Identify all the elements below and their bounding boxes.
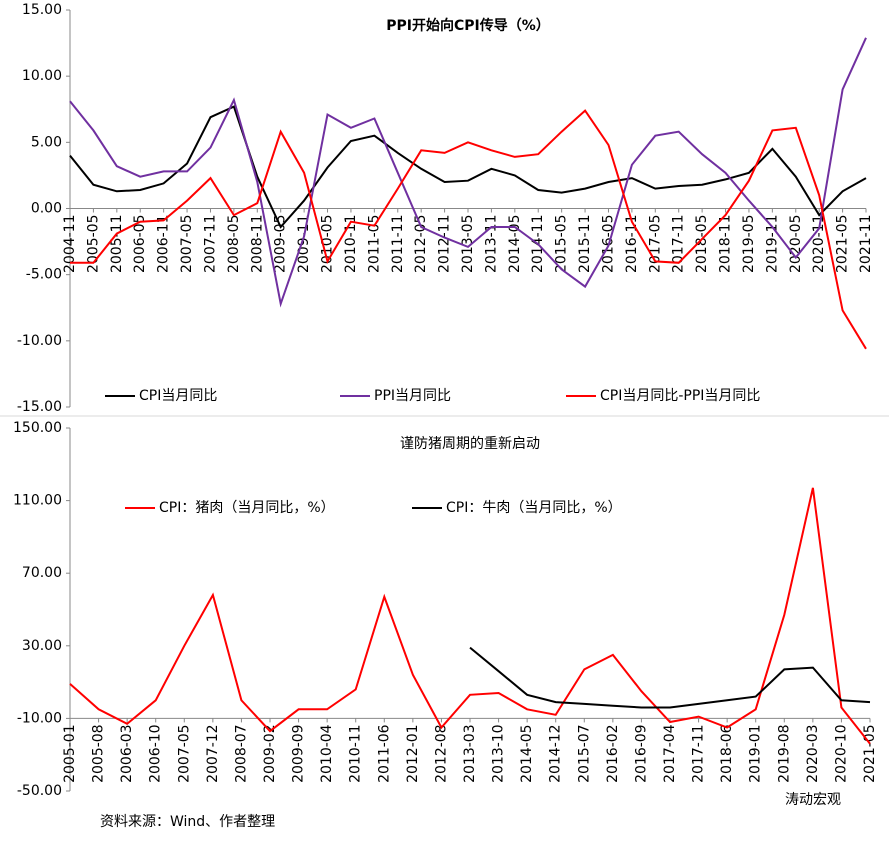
x-tick-label: 2007-11 bbox=[202, 215, 218, 274]
x-tick-label: 2010-05 bbox=[320, 215, 336, 274]
x-tick-label: 2006-05 bbox=[132, 215, 148, 274]
x-tick-label: 2010-11 bbox=[348, 724, 364, 783]
legend-label: CPI：猪肉（当月同比，%） bbox=[159, 500, 335, 516]
x-tick-label: 2009-05 bbox=[273, 215, 289, 274]
series-line bbox=[69, 37, 867, 308]
x-tick-label: 2021-05 bbox=[862, 724, 878, 783]
x-tick-label: 2013-10 bbox=[491, 724, 507, 783]
y-tick-label: -15.00 bbox=[17, 399, 62, 415]
x-tick-label: 2011-05 bbox=[366, 215, 382, 274]
x-tick-label: 2018-06 bbox=[719, 724, 735, 783]
x-tick-label: 2020-03 bbox=[805, 724, 821, 783]
x-tick-label: 2012-08 bbox=[433, 724, 449, 783]
x-tick-label: 2011-11 bbox=[390, 215, 406, 274]
chart-title: PPI开始向CPI传导（%） bbox=[386, 17, 550, 34]
series-line bbox=[69, 487, 871, 745]
x-tick-label: 2007-12 bbox=[205, 724, 221, 783]
y-tick-label: 30.00 bbox=[22, 638, 62, 654]
x-tick-label: 2016-02 bbox=[605, 724, 621, 783]
legend-label: PPI当月同比 bbox=[374, 388, 451, 404]
x-tick-label: 2009-02 bbox=[262, 724, 278, 783]
x-tick-label: 2015-11 bbox=[577, 215, 593, 274]
y-tick-label: 0.00 bbox=[31, 201, 62, 217]
x-tick-label: 2017-04 bbox=[662, 724, 678, 783]
x-tick-label: 2020-10 bbox=[833, 724, 849, 783]
x-tick-label: 2019-11 bbox=[764, 215, 780, 274]
x-tick-label: 2005-05 bbox=[85, 215, 101, 274]
x-tick-label: 2017-11 bbox=[671, 215, 687, 274]
x-tick-label: 2017-11 bbox=[691, 724, 707, 783]
x-tick-label: 2014-12 bbox=[548, 724, 564, 783]
legend-label: CPI当月同比 bbox=[139, 388, 217, 404]
x-tick-label: 2005-08 bbox=[91, 724, 107, 783]
x-tick-label: 2012-01 bbox=[405, 724, 421, 783]
x-tick-label: 2008-11 bbox=[249, 215, 265, 274]
x-tick-label: 2015-05 bbox=[554, 215, 570, 274]
x-tick-label: 2004-11 bbox=[62, 215, 78, 274]
y-tick-label: 150.00 bbox=[13, 420, 62, 436]
x-tick-label: 2013-11 bbox=[483, 214, 499, 273]
x-tick-label: 2013-03 bbox=[462, 724, 478, 783]
series-line bbox=[70, 109, 867, 350]
y-tick-label: 110.00 bbox=[13, 493, 62, 509]
x-tick-label: 2009-09 bbox=[291, 724, 307, 783]
series-line bbox=[469, 646, 871, 709]
x-tick-label: 2009-11 bbox=[296, 215, 312, 274]
series-line bbox=[69, 105, 867, 229]
legend-label: CPI：牛肉（当月同比，%） bbox=[446, 500, 622, 516]
x-tick-label: 2008-07 bbox=[233, 724, 249, 783]
x-tick-label: 2008-05 bbox=[226, 215, 242, 274]
x-tick-label: 2007-05 bbox=[176, 724, 192, 783]
legend-label: CPI当月同比-PPI当月同比 bbox=[600, 388, 760, 404]
x-tick-label: 2012-11 bbox=[437, 215, 453, 274]
x-tick-label: 2006-11 bbox=[156, 215, 172, 274]
x-tick-label: 2017-05 bbox=[647, 215, 663, 274]
chart-title: 谨防猪周期的重新启动 bbox=[400, 436, 540, 452]
x-tick-label: 2020-05 bbox=[788, 215, 804, 274]
y-tick-label: -10.00 bbox=[17, 333, 62, 349]
watermark: 涛动宏观 bbox=[785, 792, 841, 808]
x-tick-label: 2018-11 bbox=[718, 215, 734, 274]
x-tick-label: 2014-05 bbox=[507, 215, 523, 274]
x-tick-label: 2005-01 bbox=[62, 724, 78, 783]
y-tick-label: -5.00 bbox=[26, 267, 62, 283]
x-tick-label: 2014-05 bbox=[519, 724, 535, 783]
y-tick-label: -10.00 bbox=[17, 710, 62, 726]
x-tick-label: 2010-04 bbox=[319, 724, 335, 783]
y-tick-label: -50.00 bbox=[17, 783, 62, 799]
y-tick-label: 15.00 bbox=[22, 2, 62, 18]
x-tick-label: 2019-01 bbox=[748, 724, 764, 783]
x-tick-label: 2021-11 bbox=[858, 215, 874, 274]
x-tick-label: 2019-05 bbox=[741, 215, 757, 274]
source: 资料来源：Wind、作者整理 bbox=[100, 814, 275, 830]
x-tick-label: 2011-06 bbox=[376, 724, 392, 783]
x-tick-label: 2006-10 bbox=[148, 724, 164, 783]
y-tick-label: 5.00 bbox=[31, 134, 62, 150]
x-tick-label: 2005-11 bbox=[109, 215, 125, 274]
x-tick-label: 2018-05 bbox=[694, 215, 710, 274]
x-tick-label: 2007-05 bbox=[179, 215, 195, 274]
x-tick-label: 2012-05 bbox=[413, 215, 429, 274]
x-tick-label: 2021-05 bbox=[835, 215, 851, 274]
x-tick-label: 2013-05 bbox=[460, 215, 476, 274]
x-tick-label: 2016-09 bbox=[633, 724, 649, 783]
x-tick-label: 2006-03 bbox=[119, 724, 135, 783]
x-tick-label: 2020-11 bbox=[811, 215, 827, 274]
x-tick-label: 2019-08 bbox=[776, 724, 792, 783]
x-tick-label: 2015-07 bbox=[576, 724, 592, 783]
y-tick-label: 10.00 bbox=[22, 68, 62, 84]
y-tick-label: 70.00 bbox=[22, 565, 62, 581]
